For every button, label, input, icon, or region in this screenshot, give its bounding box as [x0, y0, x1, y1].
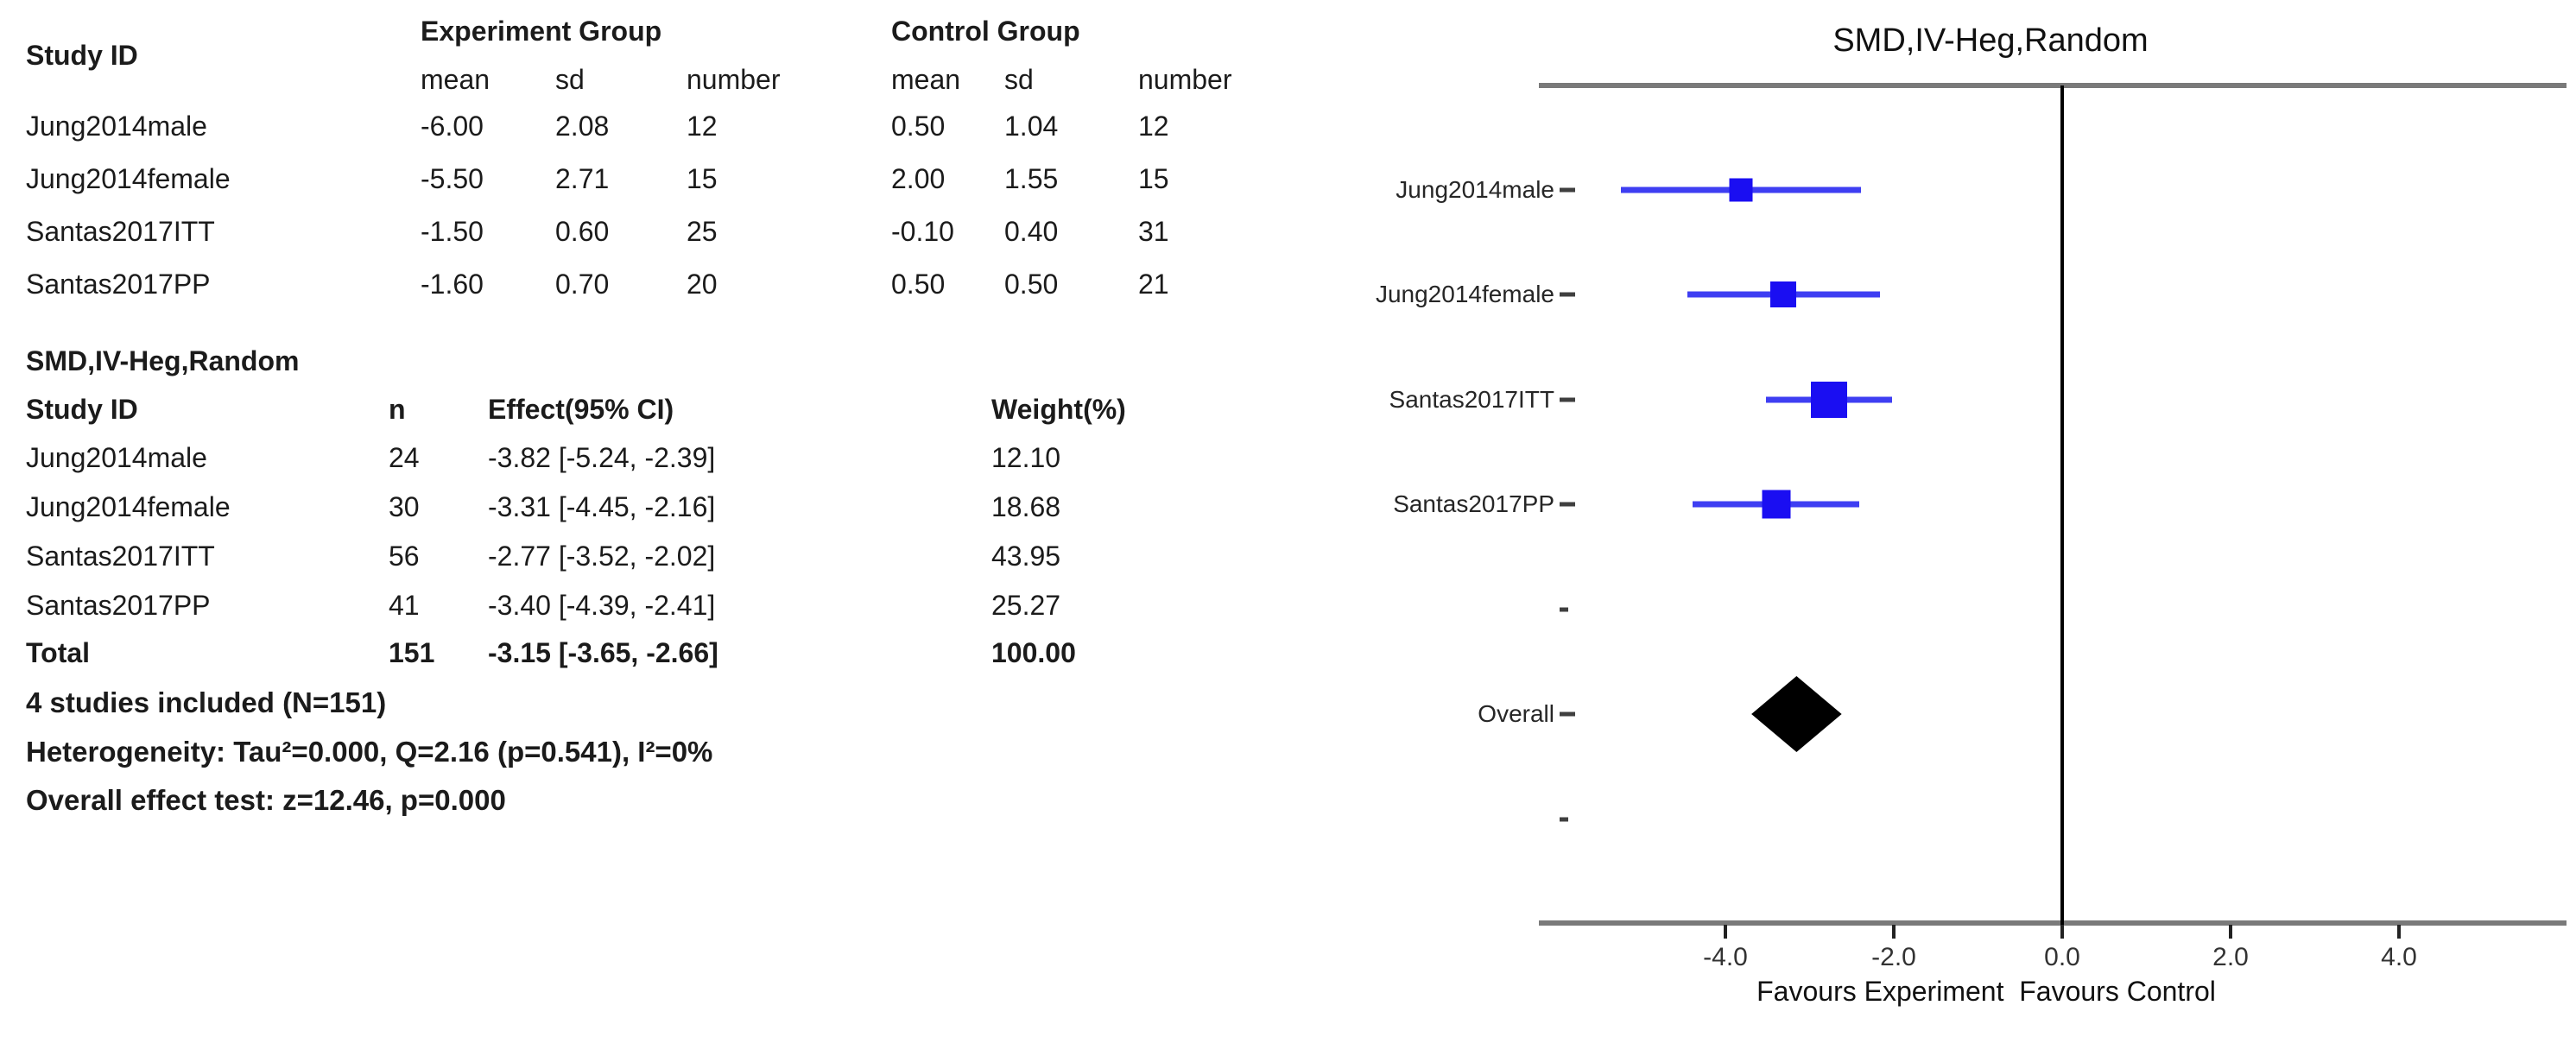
value-cell: 0.50 [891, 111, 946, 142]
studies-included-line: 4 studies included (N=151) [26, 686, 387, 718]
x-tick-mark [1892, 925, 1896, 939]
value-cell: 12.10 [991, 442, 1061, 473]
value-cell: 56 [389, 541, 420, 572]
value-cell: 1.55 [1004, 163, 1059, 194]
effect-table-study-id-header: Study ID [26, 394, 138, 425]
value-cell: 30 [389, 491, 420, 522]
effect-table-title: SMD,IV-Heg,Random [26, 345, 300, 376]
overall-label: Overall [1478, 700, 1554, 727]
experiment-group-header: Experiment Group [421, 16, 662, 47]
x-tick-mark [1724, 925, 1727, 939]
total-cell: 151 [389, 637, 435, 668]
value-cell: 24 [389, 442, 420, 473]
effect-table-effect-header: Effect(95% CI) [488, 394, 674, 425]
study-label: Santas2017ITT [1389, 386, 1554, 413]
value-cell: 0.60 [555, 216, 610, 247]
x-tick-mark [2397, 925, 2401, 939]
total-cell: Total [26, 637, 91, 668]
value-cell: 25 [687, 216, 718, 247]
study-id-cell: Santas2017PP [26, 590, 211, 621]
value-cell: 0.70 [555, 269, 610, 300]
total-cell: 100.00 [991, 637, 1076, 668]
value-cell: -3.31 [-4.45, -2.16] [488, 491, 716, 522]
value-cell: 20 [687, 269, 718, 300]
group-subheader: sd [1004, 64, 1034, 95]
total-cell: -3.15 [-3.65, -2.66] [488, 637, 718, 668]
group-subheader: mean [891, 64, 961, 95]
value-cell: 41 [389, 590, 420, 621]
study-id-cell: Jung2014male [26, 111, 207, 142]
y-tick-dash [1560, 817, 1568, 822]
value-cell: 0.40 [1004, 216, 1059, 247]
x-tick-label: 2.0 [2212, 943, 2249, 971]
y-tick-dash [1560, 711, 1575, 717]
x-tick-mark [2229, 925, 2232, 939]
study-id-cell: Jung2014female [26, 163, 231, 194]
x-axis-label: Favours Experiment Favours Control [1756, 976, 2216, 1007]
y-tick-dash [1560, 292, 1575, 297]
group-subheader: sd [555, 64, 585, 95]
effect-table-n-header: n [389, 394, 406, 425]
value-cell: 15 [687, 163, 718, 194]
study-id-cell: Jung2014female [26, 491, 231, 522]
value-cell: -1.60 [421, 269, 484, 300]
group-table-study-id-header: Study ID [26, 40, 138, 71]
group-subheader: mean [421, 64, 491, 95]
value-cell: 12 [687, 111, 718, 142]
heterogeneity-line: Heterogeneity: Tau²=0.000, Q=2.16 (p=0.5… [26, 736, 713, 768]
effect-square-marker [1810, 382, 1847, 418]
value-cell: 2.71 [555, 163, 610, 194]
plot-top-border-line [1539, 83, 2567, 88]
study-id-cell: Santas2017ITT [26, 216, 215, 247]
value-cell: 21 [1138, 269, 1169, 300]
zero-reference-line [2060, 85, 2064, 925]
effect-table-weight-header: Weight(%) [991, 394, 1126, 425]
y-tick-dash [1560, 187, 1575, 193]
study-label: Jung2014male [1396, 176, 1554, 203]
forest-plot-title: SMD,IV-Heg,Random [1832, 22, 2149, 59]
x-tick-label: -4.0 [1703, 943, 1748, 971]
study-label: Jung2014female [1375, 281, 1554, 307]
value-cell: -3.82 [-5.24, -2.39] [488, 442, 716, 473]
value-cell: 2.00 [891, 163, 946, 194]
x-tick-label: -2.0 [1871, 943, 1916, 971]
overall-diamond-marker [1751, 676, 1842, 752]
study-id-cell: Santas2017ITT [26, 541, 215, 572]
value-cell: 43.95 [991, 541, 1061, 572]
x-tick-mark [2060, 925, 2064, 939]
study-id-cell: Jung2014male [26, 442, 207, 473]
x-axis-line [1539, 920, 2567, 926]
value-cell: -0.10 [891, 216, 954, 247]
x-tick-label: 0.0 [2044, 943, 2080, 971]
overall-effect-test-line: Overall effect test: z=12.46, p=0.000 [26, 784, 506, 816]
effect-square-marker [1762, 490, 1790, 519]
study-id-cell: Santas2017PP [26, 269, 211, 300]
value-cell: -2.77 [-3.52, -2.02] [488, 541, 716, 572]
value-cell: 1.04 [1004, 111, 1059, 142]
value-cell: 25.27 [991, 590, 1061, 621]
value-cell: 18.68 [991, 491, 1061, 522]
study-label: Santas2017PP [1393, 490, 1554, 517]
value-cell: 15 [1138, 163, 1169, 194]
group-subheader: number [1138, 64, 1232, 95]
y-tick-dash [1560, 607, 1568, 612]
control-group-header: Control Group [891, 16, 1080, 47]
value-cell: 2.08 [555, 111, 610, 142]
effect-square-marker [1770, 281, 1797, 307]
y-tick-dash [1560, 397, 1575, 402]
group-subheader: number [687, 64, 781, 95]
y-tick-dash [1560, 502, 1575, 507]
value-cell: 0.50 [891, 269, 946, 300]
value-cell: -6.00 [421, 111, 484, 142]
value-cell: 0.50 [1004, 269, 1059, 300]
value-cell: 31 [1138, 216, 1169, 247]
value-cell: 12 [1138, 111, 1169, 142]
value-cell: -5.50 [421, 163, 484, 194]
value-cell: -1.50 [421, 216, 484, 247]
x-tick-label: 4.0 [2381, 943, 2417, 971]
effect-square-marker [1729, 178, 1753, 202]
value-cell: -3.40 [-4.39, -2.41] [488, 590, 716, 621]
